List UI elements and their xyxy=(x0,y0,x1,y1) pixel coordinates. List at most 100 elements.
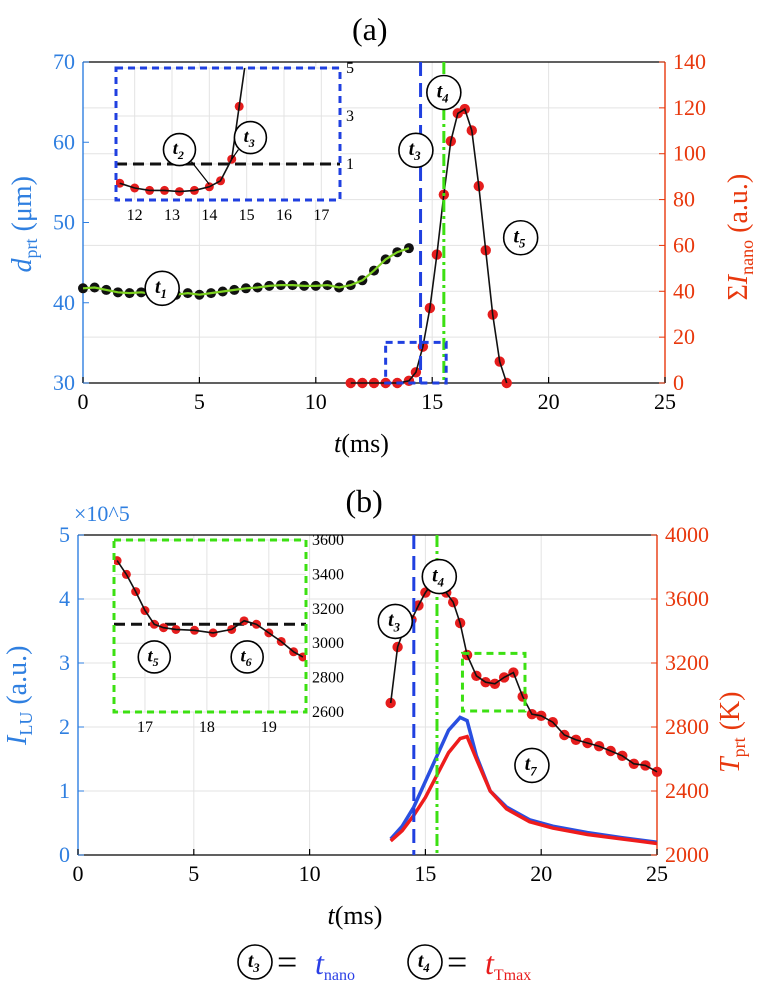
y-right-tick-label: 2000 xyxy=(665,842,709,867)
y-right-axis-label: Tprt (K) xyxy=(715,692,749,773)
inset-annotation-t3-t: t xyxy=(244,126,250,146)
y-right-tick-label: 120 xyxy=(673,95,706,120)
y-left-tick-label: 30 xyxy=(53,370,75,395)
left-exponent: ×10^5 xyxy=(74,501,130,526)
inset-x-tick-label: 17 xyxy=(313,207,329,224)
y-right-label-rest: (K) xyxy=(715,692,746,738)
legend-circle-t3-text: t3 xyxy=(248,951,260,975)
inset-annotation-t6-sub: 6 xyxy=(246,655,252,669)
inset-annotation-t5-t: t xyxy=(148,645,154,665)
annotation-t3: t3 xyxy=(398,132,434,169)
x-tick-label: 10 xyxy=(299,861,321,886)
annotation-t3-t: t xyxy=(388,610,394,631)
annotation-t1: t1 xyxy=(144,270,180,307)
panel-a: (a)0 5 10 15 20 25304050607002040608010012014… xyxy=(7,11,757,458)
y-right-tick-label: 140 xyxy=(673,49,706,74)
y-left-tick-label: 0 xyxy=(59,842,70,867)
y-right-tick-label: 3200 xyxy=(665,650,709,675)
annotation-t4-text: t4 xyxy=(432,565,444,589)
annotation-t4-sub: 4 xyxy=(441,91,448,105)
legend-text: tnano xyxy=(315,945,355,984)
y-left-tick-label: 50 xyxy=(53,210,75,235)
inset-x-tick-label: 18 xyxy=(199,719,215,736)
y-right-tick-label: 0 xyxy=(673,370,684,395)
y-left-axis-label: dprt (μm) xyxy=(7,176,41,272)
legend-circle-t4-sub: 4 xyxy=(422,961,429,975)
x-tick-label: 20 xyxy=(530,861,552,886)
inset-frame xyxy=(114,66,342,202)
panel-title: (a) xyxy=(352,11,388,47)
series-fit-line xyxy=(389,581,658,773)
inset-annotation-t6-t: t xyxy=(240,645,246,665)
y-right-tick-label: 20 xyxy=(673,324,695,349)
inset-fit-line xyxy=(116,560,304,658)
inset-annotation-t3: t3 xyxy=(233,120,268,155)
y-left-label-italic: d xyxy=(7,258,38,273)
inset-x-tick-label: 12 xyxy=(127,207,143,224)
annotation-t5: t5 xyxy=(502,219,539,256)
inset-annotation-t2-circle xyxy=(162,132,197,167)
annotation-t7-text: t7 xyxy=(525,754,537,778)
annotation-t7-sub: 7 xyxy=(530,764,537,778)
inset-y-tick-label: 3600 xyxy=(312,532,344,549)
y-left-label-sub: prt xyxy=(21,239,41,259)
inset-annotation-t3-text: t3 xyxy=(244,126,255,150)
inset-data-point xyxy=(242,49,251,58)
annotation-t5-t: t xyxy=(514,227,520,248)
annotation-t3-text: t3 xyxy=(409,139,421,163)
y-left-label-sub: LU xyxy=(16,712,36,736)
y-right-tick-label: 100 xyxy=(673,141,706,166)
y-right-label-italic: T xyxy=(715,755,746,773)
inset-y-tick-label: 2600 xyxy=(312,704,344,721)
inset-annotation-t5-sub: 5 xyxy=(153,655,159,669)
x-axis-label-rest: (ms) xyxy=(341,429,389,458)
inset-data xyxy=(114,556,306,662)
legend-text-italic: t xyxy=(485,945,495,981)
annotation-t3-sub: 3 xyxy=(413,149,421,163)
legend-text-sub: Tmax xyxy=(494,967,531,984)
annotation-t4-sub: 4 xyxy=(437,575,444,589)
legend-circle-t4-t: t xyxy=(418,951,424,972)
legend-text-sub: nano xyxy=(324,967,355,984)
annotation-t5-text: t5 xyxy=(514,227,526,251)
inset-y-tick-label: 3000 xyxy=(312,635,344,652)
inset-annotation-t6-circle xyxy=(230,640,264,674)
legend-text: tTmax xyxy=(485,945,531,984)
inset-annotation-t6-text: t6 xyxy=(240,645,251,669)
y-right-label-sub: nano xyxy=(737,240,757,275)
annotation-t3: t3 xyxy=(377,603,414,640)
inset-y-tick-label: 5 xyxy=(346,60,354,77)
annotation-t7: t7 xyxy=(514,747,550,784)
legend-text-italic: t xyxy=(315,945,325,981)
x-tick-label: 0 xyxy=(73,861,84,886)
annotation-t1-text: t1 xyxy=(155,277,167,301)
x-tick-label: 25 xyxy=(646,861,668,886)
x-tick-label: 5 xyxy=(188,861,199,886)
y-right-axis-label: ΣInano (a.u.) xyxy=(723,174,757,301)
zoom-box xyxy=(384,340,448,385)
annotation-t4-circle xyxy=(426,74,462,111)
y-right-tick-label: 60 xyxy=(673,232,695,257)
annotation-t4-text: t4 xyxy=(437,81,449,105)
y-right-tick-label: 40 xyxy=(673,278,695,303)
series-line xyxy=(389,734,658,846)
y-left-tick-label: 5 xyxy=(59,522,70,547)
inset-x-tick-label: 14 xyxy=(201,207,217,224)
annotation-t4: t4 xyxy=(426,74,462,111)
y-left-label-rest: (a.u.) xyxy=(2,646,33,712)
y-right-label-italic: I xyxy=(723,273,754,285)
inset-annotation-t2: t2 xyxy=(162,132,197,167)
y-right-label-sub: prt xyxy=(729,737,749,757)
y-left-label-italic: I xyxy=(2,734,33,746)
legend-circle-t3-t: t xyxy=(248,951,254,972)
legend-item-t4: t4 = tTmax xyxy=(407,942,531,984)
inset-background xyxy=(116,68,340,200)
series-line xyxy=(389,715,658,844)
annotation-t3-sub: 3 xyxy=(393,620,401,634)
x-tick-label: 25 xyxy=(654,389,676,414)
x-axis-label-italic: t xyxy=(334,429,342,458)
y-right-label-rest: (a.u.) xyxy=(723,174,754,240)
